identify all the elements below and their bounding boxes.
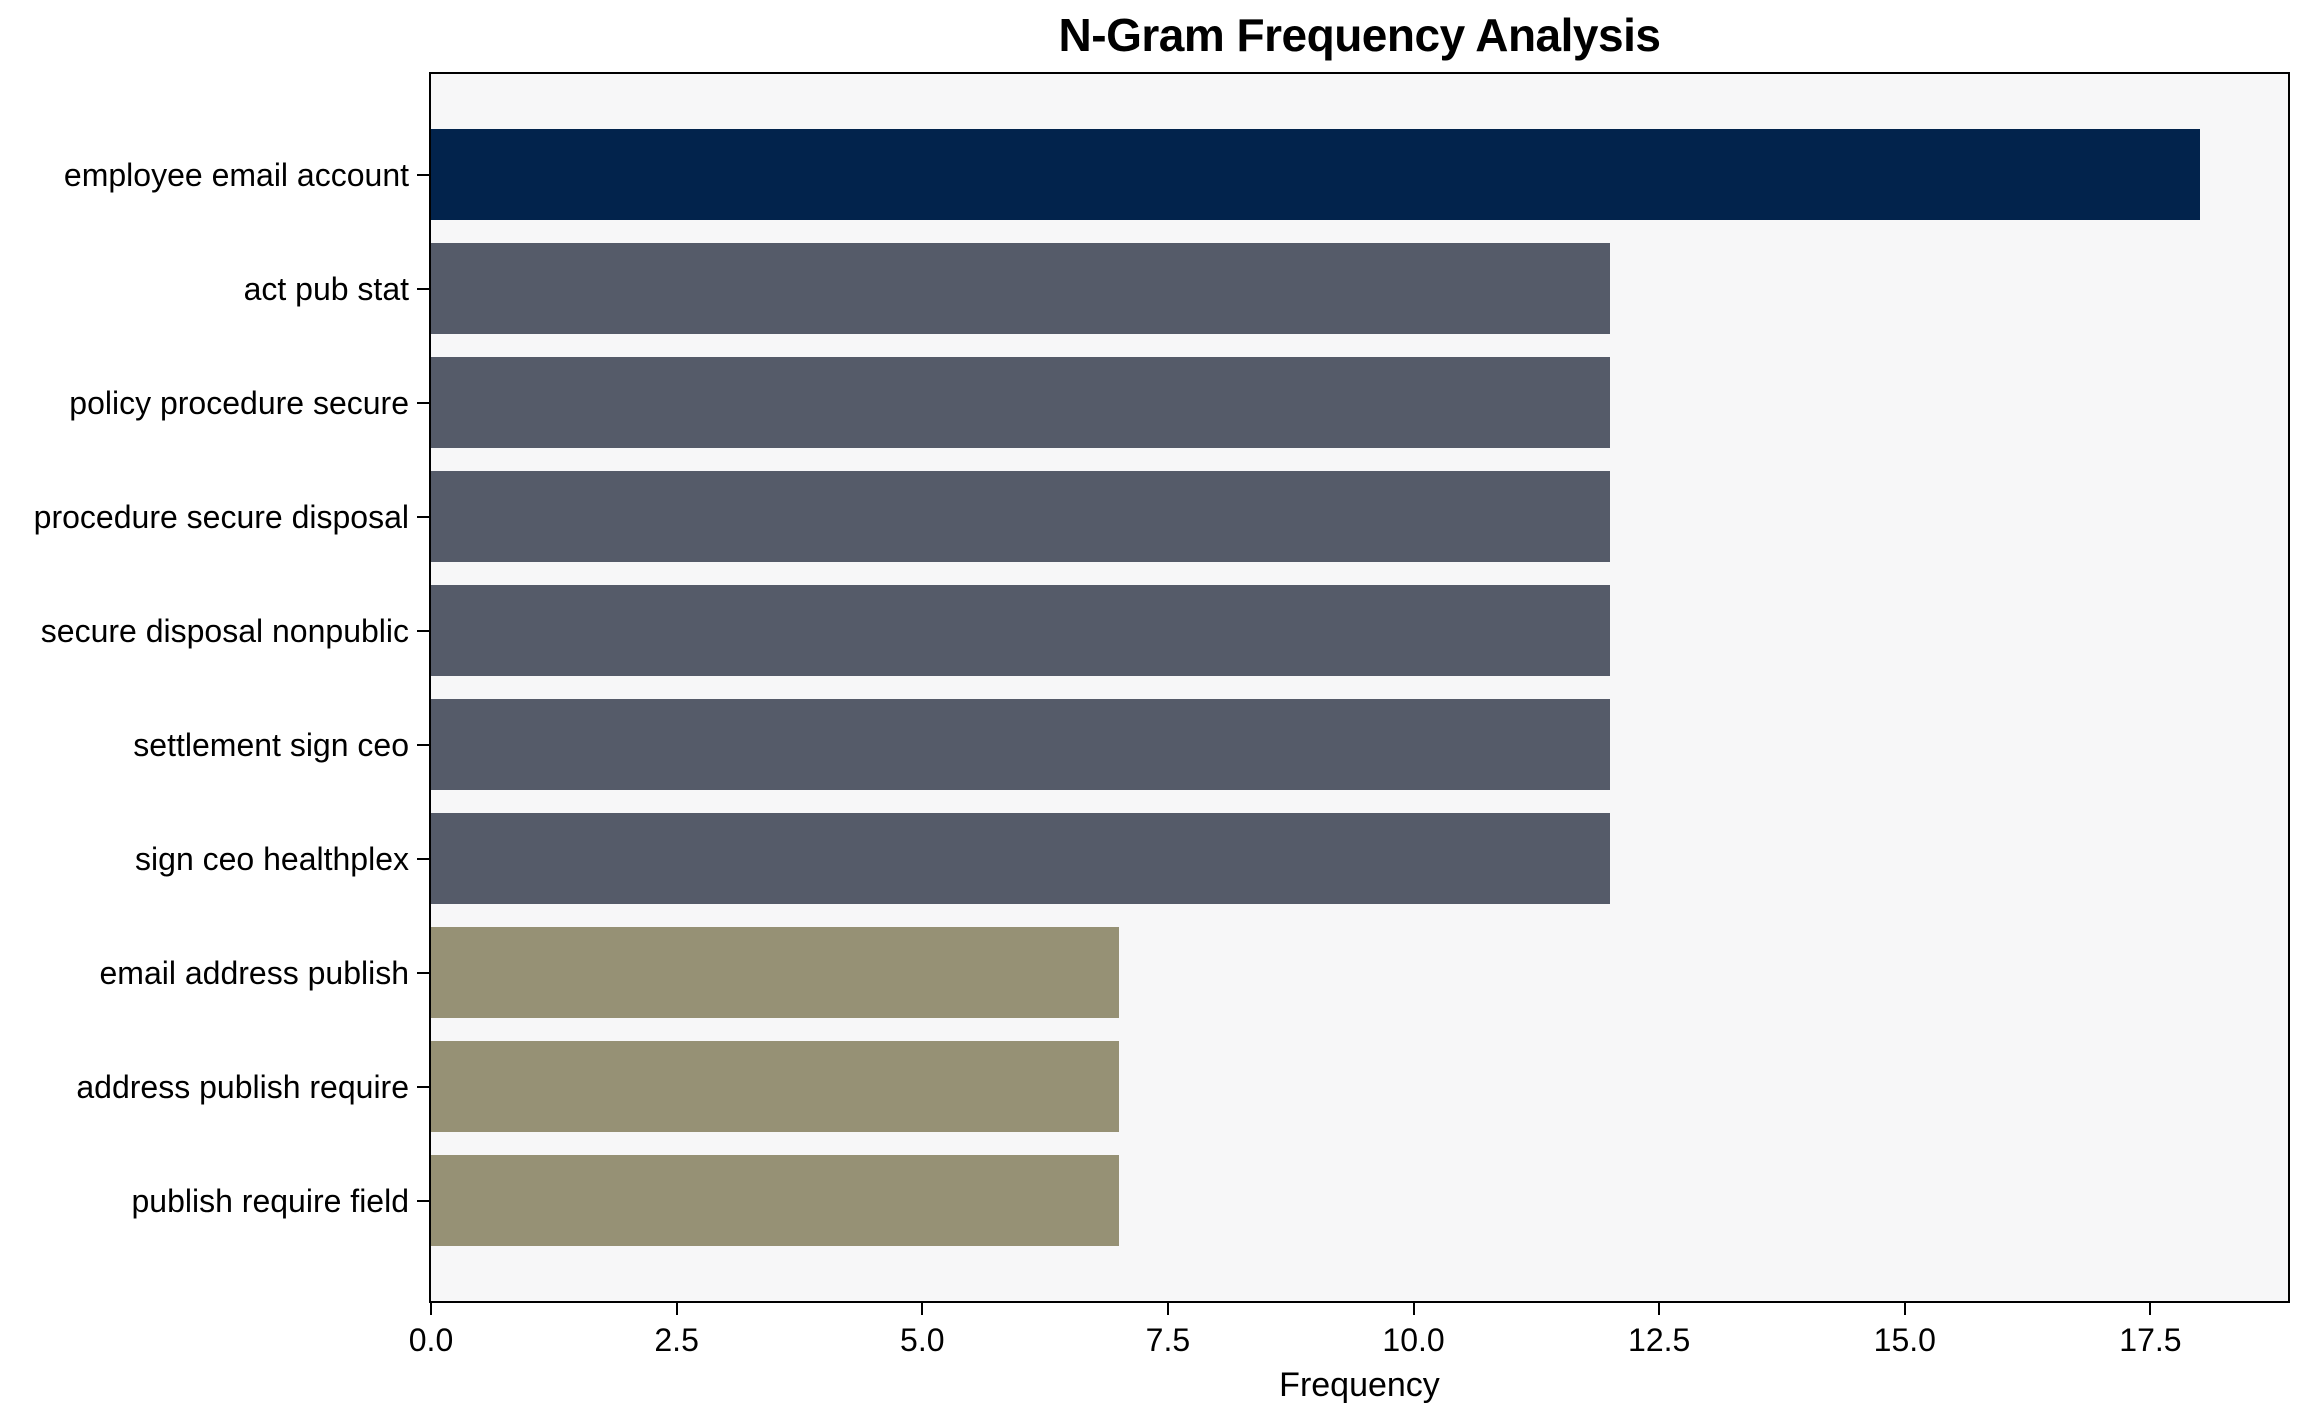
x-tick-label: 17.5: [2119, 1322, 2182, 1358]
y-tick-label: settlement sign ceo: [133, 726, 409, 763]
y-tick-label: employee email account: [63, 156, 409, 193]
x-tick-label: 12.5: [1628, 1322, 1691, 1358]
x-tick-mark: [1166, 1303, 1169, 1315]
chart-title: N-Gram Frequency Analysis: [1058, 9, 1661, 61]
x-tick-mark: [1658, 1303, 1661, 1315]
bar: [431, 1155, 1119, 1246]
bar: [431, 471, 1611, 562]
x-tick-mark: [2149, 1303, 2152, 1315]
y-tick-label: address publish require: [76, 1068, 409, 1105]
bar: [431, 357, 1611, 448]
x-tick-label: 7.5: [1145, 1322, 1191, 1358]
bar: [431, 585, 1611, 676]
bar: [431, 1041, 1119, 1132]
y-tick-label: sign ceo healthplex: [135, 840, 409, 877]
x-tick-mark: [675, 1303, 678, 1315]
y-tick-mark: [417, 515, 429, 518]
x-tick-mark: [1412, 1303, 1415, 1315]
y-tick-label: procedure secure disposal: [33, 498, 409, 535]
y-tick-label: publish require field: [131, 1182, 410, 1219]
x-tick-mark: [430, 1303, 432, 1315]
x-tick-label: 2.5: [654, 1322, 699, 1358]
x-tick-mark: [921, 1303, 924, 1315]
y-tick-mark: [417, 287, 429, 290]
y-tick-label: act pub stat: [243, 270, 409, 307]
y-tick-mark: [417, 401, 429, 404]
y-tick-label: secure disposal nonpublic: [40, 612, 409, 649]
y-tick-mark: [417, 743, 429, 746]
y-tick-mark: [417, 173, 429, 176]
y-tick-mark: [417, 857, 429, 860]
bar: [431, 243, 1611, 334]
x-tick-label: 0.0: [408, 1322, 454, 1358]
bar: [431, 813, 1611, 904]
y-tick-mark: [417, 629, 429, 632]
x-axis-label: Frequency: [1279, 1366, 1440, 1404]
y-tick-mark: [417, 1199, 429, 1202]
x-tick-label: 15.0: [1873, 1322, 1936, 1358]
bar: [431, 129, 2200, 220]
bar: [431, 699, 1611, 790]
x-tick-label: 5.0: [900, 1322, 945, 1358]
x-tick-mark: [1903, 1303, 1906, 1315]
y-tick-mark: [417, 1085, 429, 1088]
plot-area: [429, 72, 2290, 1303]
y-tick-label: email address publish: [99, 954, 410, 991]
y-tick-mark: [417, 971, 429, 974]
y-tick-label: policy procedure secure: [69, 384, 409, 421]
x-tick-label: 10.0: [1382, 1322, 1445, 1358]
bar: [431, 927, 1119, 1018]
